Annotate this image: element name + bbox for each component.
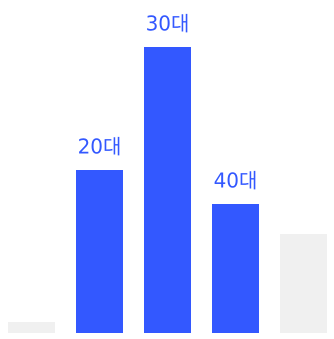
bar [280,234,327,333]
bar [144,47,191,333]
bar [76,170,123,333]
bar-label: 40대 [214,169,258,193]
bar [212,204,259,333]
bar [8,322,55,333]
bar-label: 20대 [78,135,122,159]
bar-label: 30대 [146,12,190,36]
